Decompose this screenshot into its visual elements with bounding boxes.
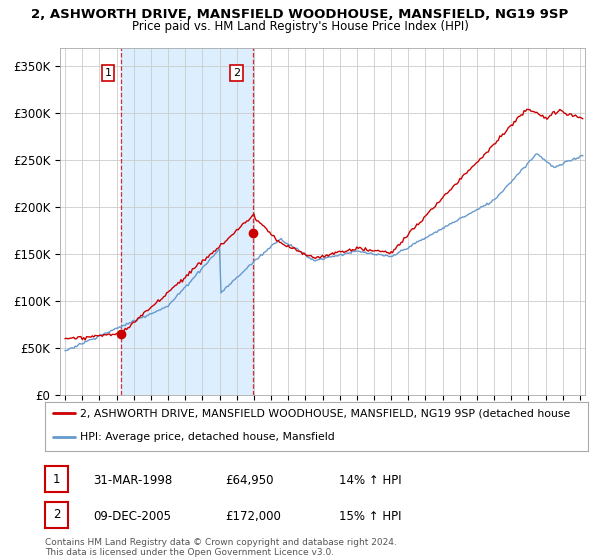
- Text: 2, ASHWORTH DRIVE, MANSFIELD WOODHOUSE, MANSFIELD, NG19 9SP (detached house: 2, ASHWORTH DRIVE, MANSFIELD WOODHOUSE, …: [80, 408, 571, 418]
- Text: Price paid vs. HM Land Registry's House Price Index (HPI): Price paid vs. HM Land Registry's House …: [131, 20, 469, 32]
- Text: 1: 1: [53, 473, 60, 486]
- Text: 15% ↑ HPI: 15% ↑ HPI: [339, 510, 401, 523]
- Bar: [121, 48, 253, 395]
- Text: 14% ↑ HPI: 14% ↑ HPI: [339, 474, 401, 487]
- Text: Contains HM Land Registry data © Crown copyright and database right 2024.
This d: Contains HM Land Registry data © Crown c…: [45, 538, 397, 557]
- Text: 2: 2: [233, 68, 240, 78]
- Text: £172,000: £172,000: [225, 510, 281, 523]
- Text: HPI: Average price, detached house, Mansfield: HPI: Average price, detached house, Mans…: [80, 432, 335, 442]
- Text: 1: 1: [104, 68, 112, 78]
- Text: 31-MAR-1998: 31-MAR-1998: [93, 474, 172, 487]
- Text: £64,950: £64,950: [225, 474, 274, 487]
- Text: 2, ASHWORTH DRIVE, MANSFIELD WOODHOUSE, MANSFIELD, NG19 9SP: 2, ASHWORTH DRIVE, MANSFIELD WOODHOUSE, …: [31, 8, 569, 21]
- Text: 2: 2: [53, 508, 60, 521]
- Text: 09-DEC-2005: 09-DEC-2005: [93, 510, 171, 523]
